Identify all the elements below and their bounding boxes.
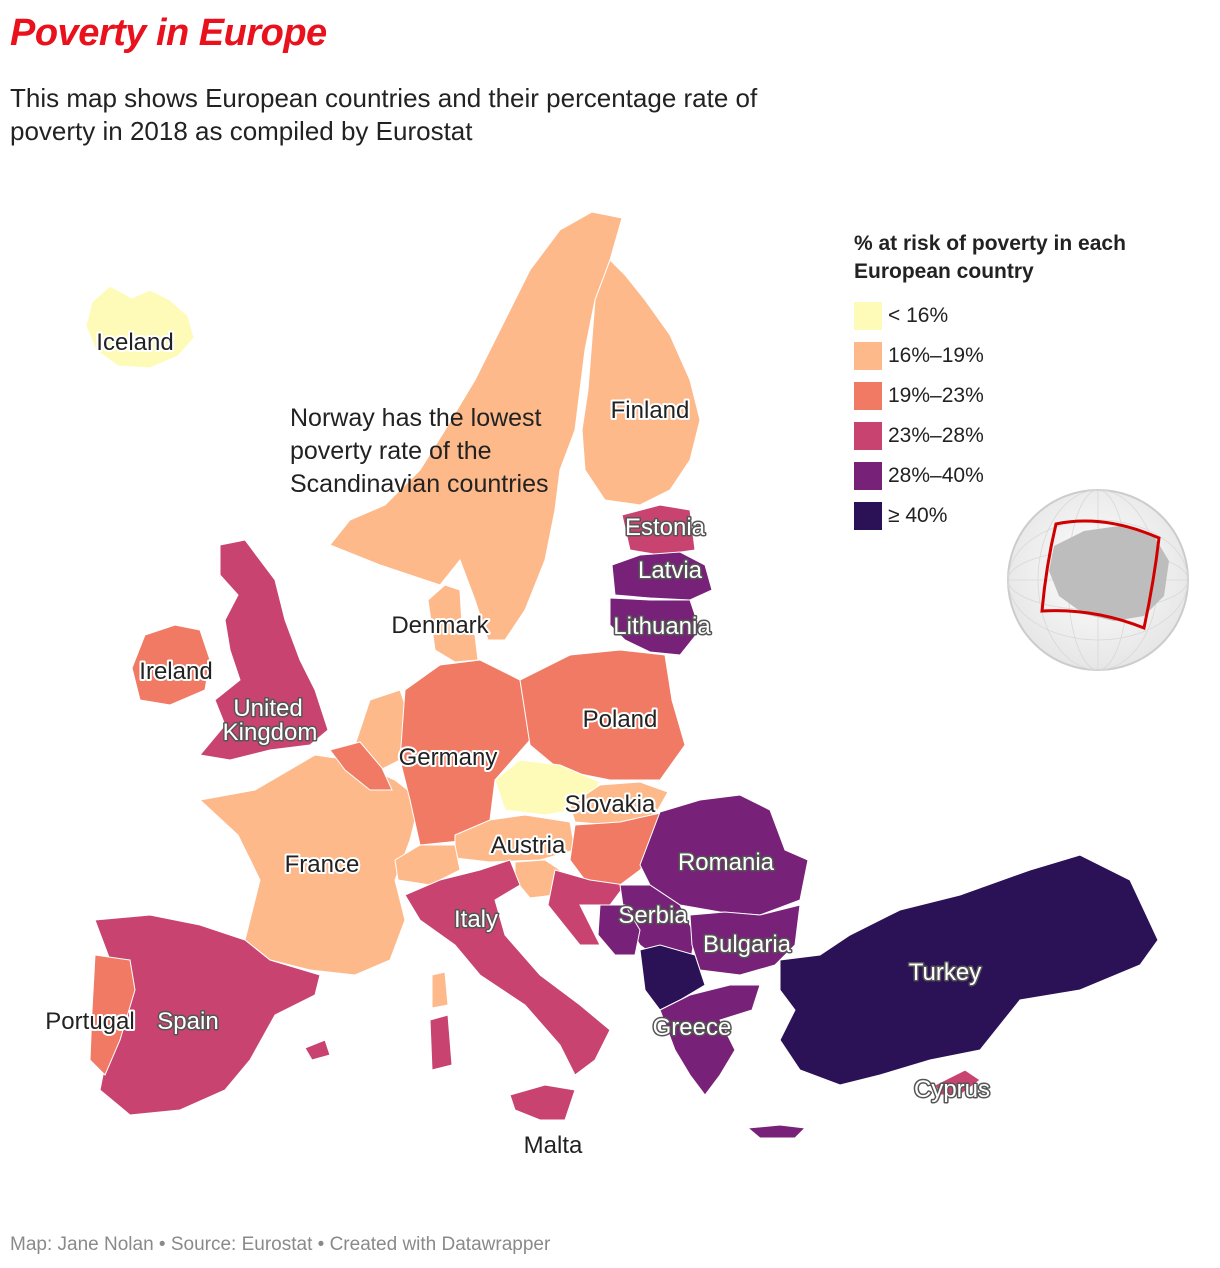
legend-item: < 16%: [854, 296, 1154, 336]
map-title: Poverty in Europe: [10, 12, 327, 54]
country-estonia[interactable]: [621, 504, 696, 556]
country-slovakia[interactable]: [569, 781, 669, 826]
country-cyprus[interactable]: [934, 1069, 981, 1096]
country-sardinia[interactable]: [429, 1014, 453, 1071]
legend-swatch: [854, 462, 882, 490]
legend-title: % at risk of poverty in each European co…: [854, 232, 1126, 283]
locator-globe: [1007, 489, 1189, 671]
country-poland[interactable]: [519, 649, 686, 781]
legend-swatch: [854, 502, 882, 530]
legend-swatch: [854, 302, 882, 330]
legend-item: 19%–23%: [854, 376, 1154, 416]
legend-label: 19%–23%: [888, 384, 984, 407]
country-ireland[interactable]: [131, 624, 211, 706]
country-portugal[interactable]: [89, 954, 136, 1076]
country-turkey[interactable]: [779, 854, 1159, 1086]
country-croatia[interactable]: [547, 869, 626, 946]
footer-credits: Map: Jane Nolan • Source: Eurostat • Cre…: [10, 1234, 551, 1255]
norway-annotation: Norway has the lowest poverty rate of th…: [290, 404, 549, 498]
country-lithuania[interactable]: [609, 597, 701, 656]
country-sicily[interactable]: [509, 1084, 576, 1121]
country-switzerland[interactable]: [394, 844, 461, 886]
legend-swatch: [854, 422, 882, 450]
country-greece[interactable]: [659, 984, 761, 1096]
legend-swatch: [854, 382, 882, 410]
legend-label: ≥ 40%: [888, 504, 948, 527]
country-norway-sweden[interactable]: [329, 211, 623, 641]
country-belgium[interactable]: [329, 741, 393, 791]
legend-label: < 16%: [888, 304, 949, 327]
country-italy[interactable]: [404, 859, 611, 1076]
country-germany[interactable]: [399, 659, 531, 846]
legend-item: 23%–28%: [854, 416, 1154, 456]
country-iceland[interactable]: [85, 285, 195, 369]
country-finland[interactable]: [581, 259, 701, 506]
globe-landmass: [1049, 526, 1169, 621]
legend-label: 28%–40%: [888, 464, 984, 487]
legend-item: 16%–19%: [854, 336, 1154, 376]
legend-label: 23%–28%: [888, 424, 984, 447]
legend-item: 28%–40%: [854, 456, 1154, 496]
country-latvia[interactable]: [611, 551, 713, 601]
legend-swatch: [854, 342, 882, 370]
country-albania-macedonia[interactable]: [639, 944, 706, 1011]
country-bosnia[interactable]: [597, 904, 641, 956]
legend: % at risk of poverty in each European co…: [854, 230, 1154, 536]
country-crete[interactable]: [746, 1124, 807, 1139]
country-corsica[interactable]: [431, 971, 449, 1009]
globe-focus-box: [1040, 519, 1161, 631]
country-balearics[interactable]: [304, 1039, 331, 1061]
map-subtitle: This map shows European countries and th…: [10, 83, 758, 146]
country-uk[interactable]: [199, 539, 329, 761]
legend-item: ≥ 40%: [854, 496, 1154, 536]
legend-label: 16%–19%: [888, 344, 984, 367]
country-denmark[interactable]: [427, 584, 479, 663]
